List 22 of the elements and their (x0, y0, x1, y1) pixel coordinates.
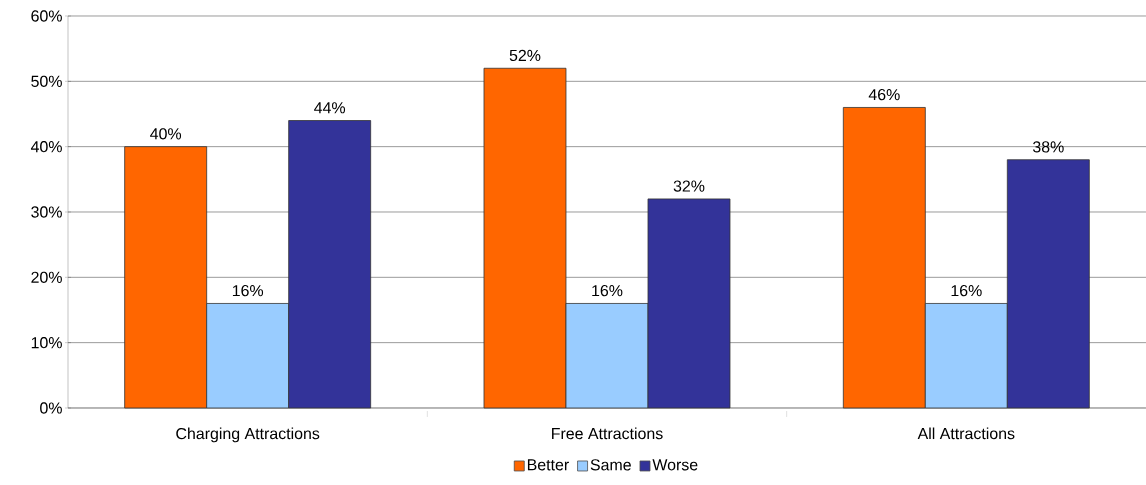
data-label: 16% (592, 284, 623, 297)
data-label: 16% (951, 284, 982, 297)
y-tick-label: 10% (31, 337, 62, 349)
y-tick-label: 40% (30, 141, 62, 153)
y-tick-label: 20% (31, 271, 62, 283)
x-tick-label: All Attractions (917, 427, 1015, 440)
y-tick-label: 60% (31, 10, 62, 22)
x-tick-label: Charging Attractions (176, 427, 320, 443)
legend-label: Better (527, 459, 569, 471)
data-label: 32% (673, 180, 705, 192)
data-label: 38% (1032, 141, 1064, 153)
x-tick-label: Free Attractions (552, 427, 663, 440)
data-label: 46% (868, 88, 900, 101)
y-tick-label: 30% (31, 206, 62, 218)
y-tick-label: 50% (31, 75, 62, 87)
data-label: 52% (509, 49, 541, 62)
legend-label: Same (590, 459, 631, 471)
y-tick-label: 0% (40, 402, 62, 414)
legend-label: Worse (652, 459, 698, 471)
data-label: 16% (232, 284, 264, 297)
data-label: 44% (314, 102, 346, 114)
data-label: 40% (150, 128, 182, 140)
